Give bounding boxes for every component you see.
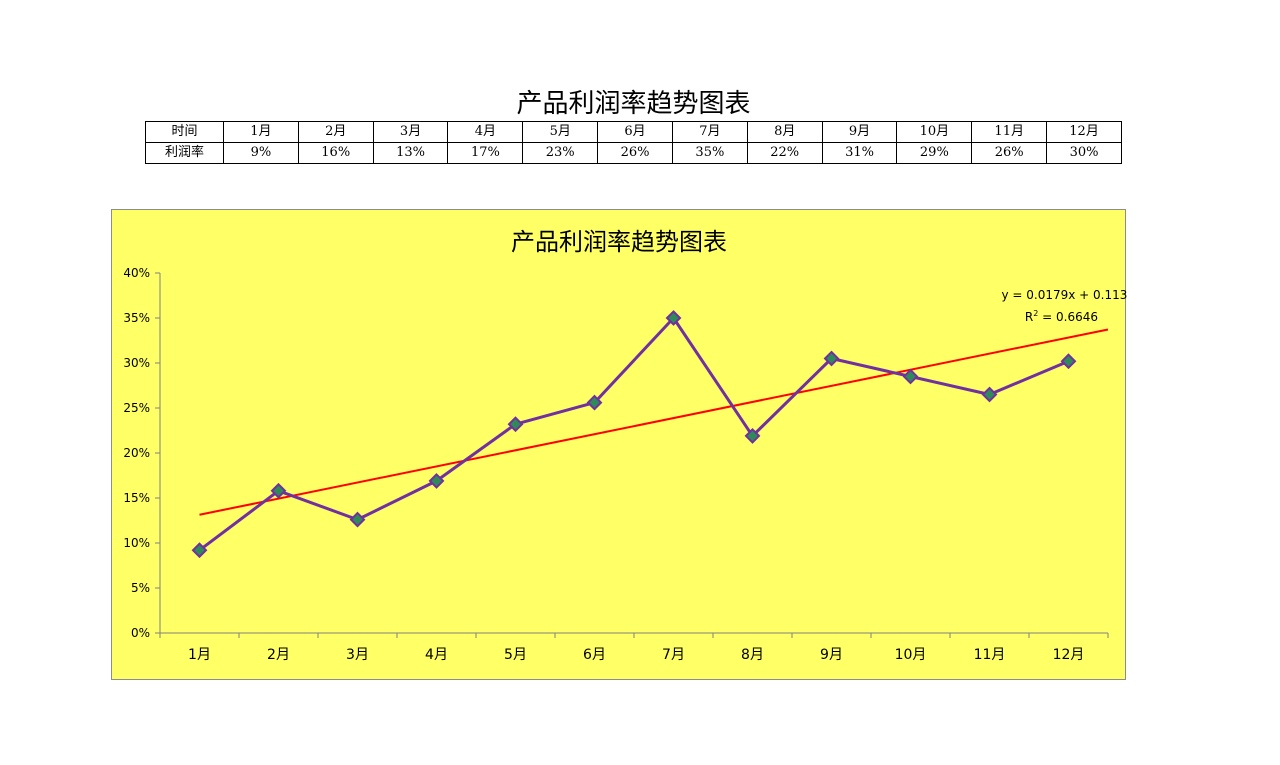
data-point <box>586 394 603 411</box>
x-tick-label: 7月 <box>662 647 685 663</box>
data-point <box>349 511 366 528</box>
data-point <box>191 542 208 559</box>
month-cell: 6月 <box>597 121 673 143</box>
x-tick-label: 6月 <box>583 647 606 663</box>
month-cell: 5月 <box>522 121 599 143</box>
rate-header-cell: 利润率 <box>145 142 224 164</box>
x-tick-label: 10月 <box>895 647 927 663</box>
trendline-equation: y = 0.0179x + 0.1135 <box>1001 288 1127 302</box>
rate-cell: 29% <box>896 142 973 164</box>
x-tick-label: 3月 <box>346 647 369 663</box>
x-tick-label: 5月 <box>504 647 527 663</box>
rate-cell: 16% <box>297 142 374 164</box>
x-tick-label: 8月 <box>741 647 764 663</box>
x-tick-label: 4月 <box>425 647 448 663</box>
month-cell: 9月 <box>821 121 898 143</box>
rate-cell: 26% <box>971 142 1048 164</box>
y-tick-label: 15% <box>123 491 150 505</box>
rate-cell: 30% <box>1046 142 1122 164</box>
rate-cell: 35% <box>671 142 748 164</box>
line-chart: 产品利润率趋势图表 0% 5% 10% 15% 20% 25% 30% 35% 40% 1月 2月… <box>123 228 1127 663</box>
x-tick-label: 1月 <box>188 647 211 663</box>
month-cell: 7月 <box>671 121 748 143</box>
month-cell: 2月 <box>297 121 374 143</box>
r2-superscript: 2 <box>1033 309 1038 318</box>
r2-label: R <box>1025 310 1033 324</box>
trendline-r2: R2 = 0.6646 <box>1025 309 1098 324</box>
month-cell: 12月 <box>1046 121 1122 143</box>
data-point <box>270 482 287 499</box>
y-tick-label: 10% <box>123 536 150 550</box>
x-tick-label: 9月 <box>820 647 843 663</box>
data-point <box>744 427 761 444</box>
series-line <box>198 316 1070 552</box>
rate-cell: 26% <box>597 142 673 164</box>
x-tick-label: 11月 <box>974 647 1006 663</box>
x-tick-label: 12月 <box>1053 647 1085 663</box>
r2-value: = 0.6646 <box>1038 310 1098 324</box>
rate-cell: 31% <box>821 142 898 164</box>
data-point <box>823 350 840 367</box>
rate-cell: 13% <box>372 142 449 164</box>
month-row: 时间 1月 2月 3月 4月 5月 6月 7月 8月 9月 10月 11月 12月 <box>145 121 1122 143</box>
page-title: 产品利润率趋势图表 <box>516 89 751 119</box>
y-tick-label: 35% <box>123 311 150 325</box>
y-tick-label: 20% <box>123 446 150 460</box>
chart-area: 产品利润率趋势图表 0% 5% 10% 15% 20% 25% 30% 35% 40% 1月 2月… <box>111 209 1127 680</box>
data-point <box>428 472 445 489</box>
month-cell: 3月 <box>372 121 449 143</box>
month-cell: 10月 <box>896 121 973 143</box>
x-axis-labels: 1月 2月 3月 4月 5月 6月 7月 8月 9月 10月 11月 12月 <box>188 647 1084 663</box>
x-tick-label: 2月 <box>267 647 290 663</box>
data-point <box>665 310 682 326</box>
data-point <box>507 416 524 433</box>
data-point <box>1060 353 1077 370</box>
profit-rate-table: 时间 1月 2月 3月 4月 5月 6月 7月 8月 9月 10月 11月 12月 利润率 9% 16%… <box>145 121 1122 164</box>
data-point <box>981 386 998 403</box>
month-cell: 8月 <box>746 121 823 143</box>
y-tick-label: 25% <box>123 401 150 415</box>
rate-cell: 22% <box>746 142 823 164</box>
y-tick-label: 0% <box>131 626 150 640</box>
chart-title: 产品利润率趋势图表 <box>511 228 727 256</box>
data-markers <box>191 310 1077 559</box>
trendline <box>199 328 1109 516</box>
y-axis-labels: 0% 5% 10% 15% 20% 25% 30% 35% 40% <box>123 266 150 640</box>
y-tick-label: 30% <box>123 356 150 370</box>
month-cell: 1月 <box>223 121 299 143</box>
data-point <box>902 368 919 385</box>
rate-row: 利润率 9% 16% 13% 17% 23% 26% 35% 22% 31% 29% 26% 30% <box>145 142 1122 164</box>
axes <box>155 272 1109 638</box>
rate-cell: 9% <box>223 142 299 164</box>
rate-cell: 17% <box>447 142 524 164</box>
rate-cell: 23% <box>522 142 599 164</box>
month-cell: 4月 <box>447 121 524 143</box>
time-header-cell: 时间 <box>145 121 224 143</box>
month-cell: 11月 <box>971 121 1048 143</box>
y-tick-label: 40% <box>123 266 150 280</box>
y-tick-label: 5% <box>131 581 150 595</box>
